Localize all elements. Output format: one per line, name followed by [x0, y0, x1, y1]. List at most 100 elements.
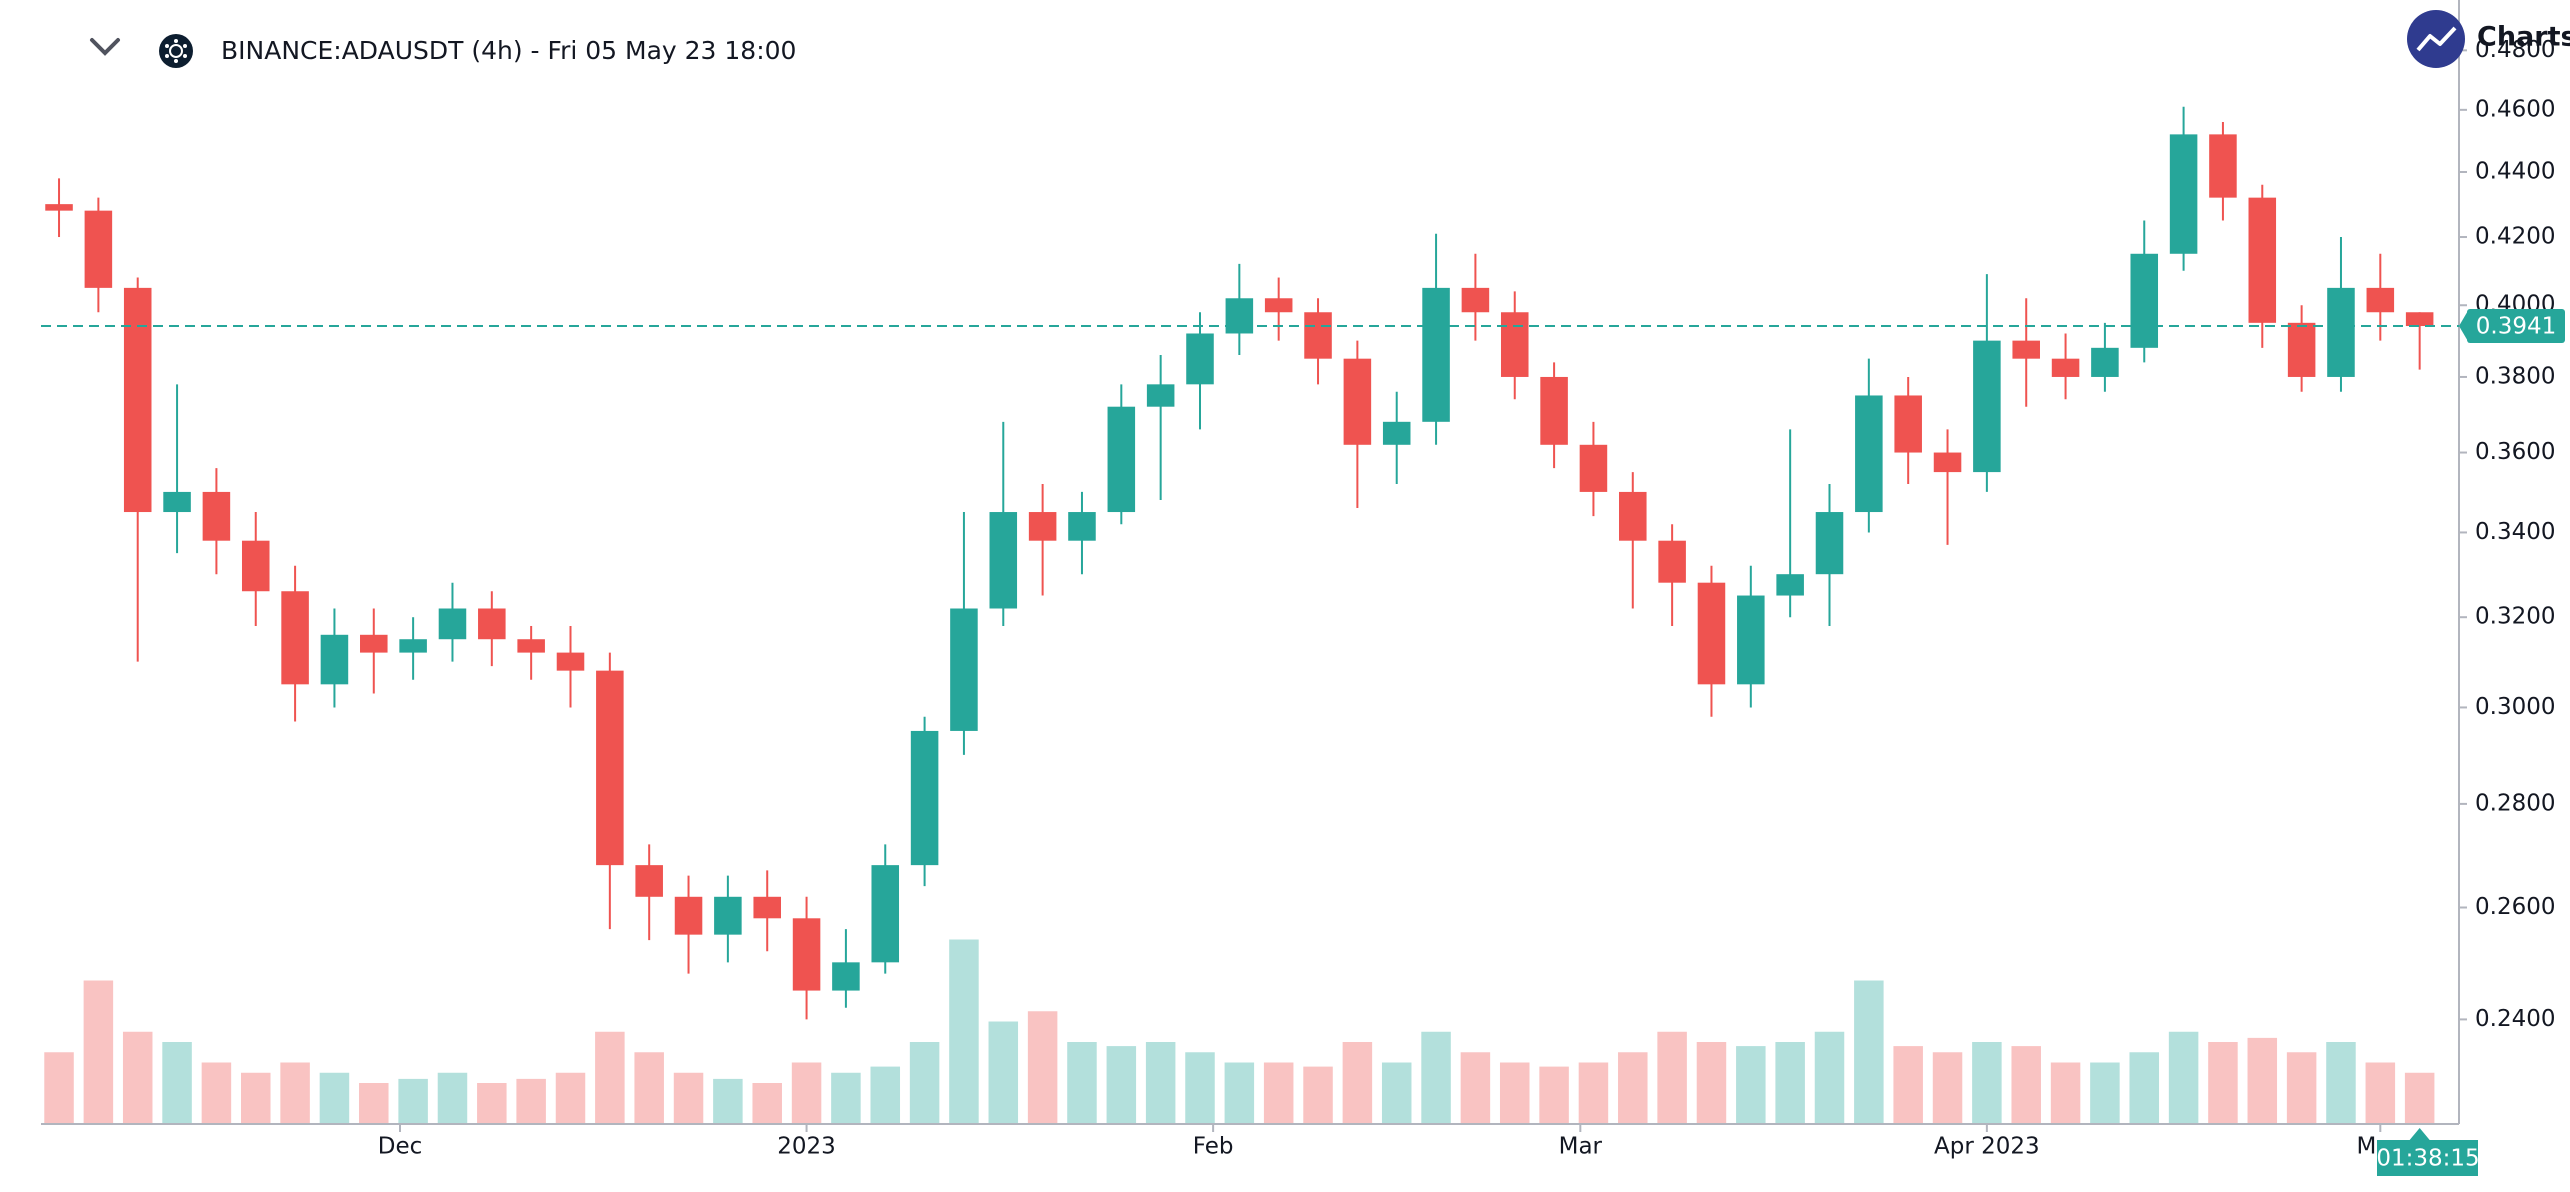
candle-body	[1304, 312, 1332, 359]
volume-bar	[988, 1021, 1019, 1124]
y-tick-label: 0.3800	[2475, 363, 2555, 389]
candle-body	[1264, 298, 1293, 313]
volume-bar	[949, 939, 979, 1124]
volume-bar	[1736, 1046, 1766, 1124]
axis-layer: 0.2400 0.2600 0.2800 0.3000 0.3200 0.3400 0.36…	[378, 37, 2556, 1160]
volume-bar	[162, 1042, 192, 1124]
volume-bar	[1263, 1062, 1294, 1124]
volume-bar	[1539, 1066, 1569, 1124]
brand-logo[interactable]: Charts	[2407, 10, 2570, 68]
candle-layer	[45, 106, 2434, 1020]
candle-body	[714, 896, 742, 935]
y-tick-label: 0.4800	[2475, 37, 2555, 63]
x-tick-label: Dec	[378, 1134, 423, 1160]
candle-body	[2248, 197, 2277, 323]
candle-body	[871, 865, 900, 963]
candle-body	[281, 591, 309, 685]
candle-body	[989, 512, 1018, 609]
x-tick-label: 2023	[777, 1134, 836, 1160]
volume-bar	[2404, 1072, 2435, 1124]
candle-body	[1658, 540, 1686, 583]
candle-body	[1737, 595, 1765, 685]
volume-bar	[2286, 1052, 2317, 1124]
candle-body	[1068, 512, 1096, 541]
candle-body	[753, 896, 781, 919]
overlay-layer: 0.3941 01:38:15	[41, 309, 2565, 1176]
volume-bar	[1618, 1052, 1648, 1124]
candle-body	[1028, 512, 1057, 541]
y-tick-label: 0.3000	[2475, 694, 2555, 720]
volume-layer	[44, 939, 2435, 1124]
candle-body	[1343, 358, 1372, 445]
candle-body	[241, 540, 270, 592]
x-tick-label: Mar	[1559, 1134, 1603, 1160]
volume-bar	[280, 1062, 310, 1124]
volume-bar	[516, 1078, 546, 1124]
y-tick-label: 0.2400	[2475, 1006, 2555, 1032]
volume-bar	[752, 1083, 782, 1124]
candle-body	[556, 652, 585, 671]
volume-bar	[1421, 1031, 1451, 1124]
volume-bar	[1106, 1046, 1137, 1124]
volume-bar	[555, 1072, 586, 1124]
volume-bar	[2208, 1042, 2238, 1124]
volume-bar	[1854, 980, 1884, 1124]
volume-bar	[1814, 1031, 1845, 1124]
candle-body	[596, 670, 624, 866]
volume-bar	[2247, 1037, 2278, 1124]
candle-body	[1973, 340, 2001, 473]
last-price-pointer	[2459, 309, 2469, 344]
candle-body	[635, 865, 663, 897]
volume-bar	[2050, 1062, 2081, 1124]
volume-bar	[673, 1072, 704, 1124]
volume-bar	[1696, 1042, 1727, 1124]
candle-body	[910, 730, 939, 866]
candle-body	[2209, 134, 2237, 198]
collapse-chevron[interactable]	[90, 38, 120, 56]
volume-bar	[2326, 1042, 2356, 1124]
volume-bar	[359, 1083, 389, 1124]
coin-icon	[159, 34, 193, 68]
candle-body	[832, 962, 860, 991]
chart-title: BINANCE:ADAUSDT (4h) - Fri 05 May 23 18:…	[221, 36, 796, 65]
candle-body	[202, 491, 231, 541]
volume-bar	[44, 1052, 74, 1124]
countdown-box	[2377, 1140, 2478, 1176]
candle-body	[1186, 333, 1214, 385]
countdown-pointer	[2409, 1128, 2430, 1140]
candle-body	[2287, 322, 2316, 377]
y-tick-label: 0.4200	[2475, 224, 2555, 250]
volume-bar	[2365, 1062, 2396, 1124]
candle-body	[2366, 287, 2395, 313]
candle-body	[1619, 491, 1647, 541]
brand-name: Charts	[2477, 22, 2570, 53]
candle-body	[320, 634, 349, 685]
candle-body	[163, 491, 191, 513]
volume-bar	[2090, 1062, 2120, 1124]
candle-body	[1697, 582, 1726, 685]
volume-bar	[1381, 1062, 1412, 1124]
volume-bar	[1932, 1052, 1963, 1124]
countdown-label: 01:38:15	[2376, 1146, 2479, 1172]
volume-bar	[2011, 1046, 2041, 1124]
candle-body	[84, 210, 113, 288]
volume-bar	[1185, 1052, 1215, 1124]
candle-body	[674, 896, 703, 935]
candle-body	[45, 204, 73, 211]
candle-body	[1422, 287, 1450, 422]
y-tick-label: 0.2800	[2475, 790, 2555, 816]
candle-body	[517, 639, 545, 653]
volume-bar	[477, 1083, 507, 1124]
candle-body	[438, 608, 467, 640]
volume-bar	[1027, 1011, 1058, 1124]
candle-body	[1815, 512, 1844, 575]
volume-bar	[909, 1042, 940, 1124]
volume-bar	[1460, 1052, 1491, 1124]
volume-bar	[1499, 1062, 1530, 1124]
y-tick-label: 0.3200	[2475, 604, 2555, 630]
volume-bar	[2129, 1052, 2160, 1124]
candle-body	[950, 608, 978, 731]
candle-body	[2130, 253, 2159, 348]
x-tick-label: Apr 2023	[1934, 1134, 2040, 1160]
y-tick-label: 0.3400	[2475, 519, 2555, 545]
